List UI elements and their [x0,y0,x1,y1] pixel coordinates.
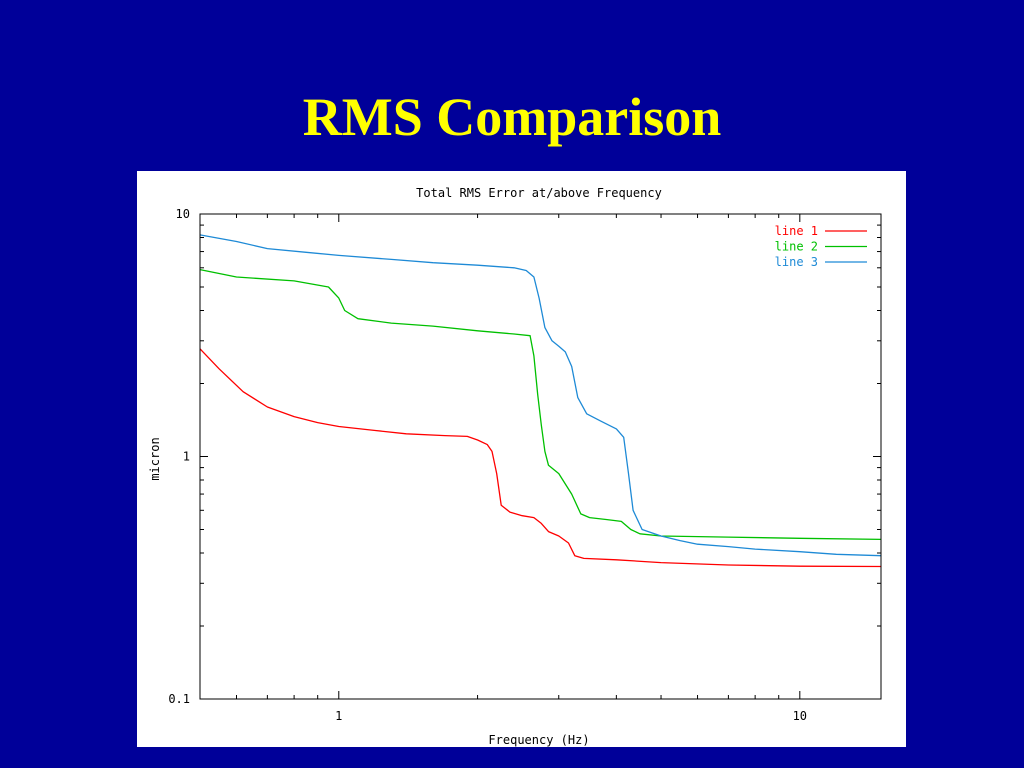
legend-label-1: line 1 [775,224,818,238]
plot-frame [199,213,882,700]
x-tick-label: 10 [793,709,807,723]
x-axis-label: Frequency (Hz) [488,733,589,747]
axis-ticks: 1 10 0.1 1 10 [168,207,881,723]
y-tick-label: 0.1 [168,692,190,706]
slide-title: RMS Comparison [302,87,722,147]
series-layer [199,234,882,568]
y-tick-label: 10 [176,207,190,221]
chart-title: Total RMS Error at/above Frequency [416,186,662,200]
y-tick-label: 1 [183,450,190,464]
legend-label-2: line 2 [775,240,818,254]
series-line-1 [199,348,882,568]
x-tick-label: 1 [335,709,342,723]
chart-panel: Total RMS Error at/above Frequency Frequ… [137,171,906,747]
y-axis-label: micron [148,437,162,480]
series-line-3 [199,234,882,557]
rms-chart: Total RMS Error at/above Frequency Frequ… [148,186,882,747]
legend-label-3: line 3 [775,255,818,269]
series-line-2 [199,268,882,541]
